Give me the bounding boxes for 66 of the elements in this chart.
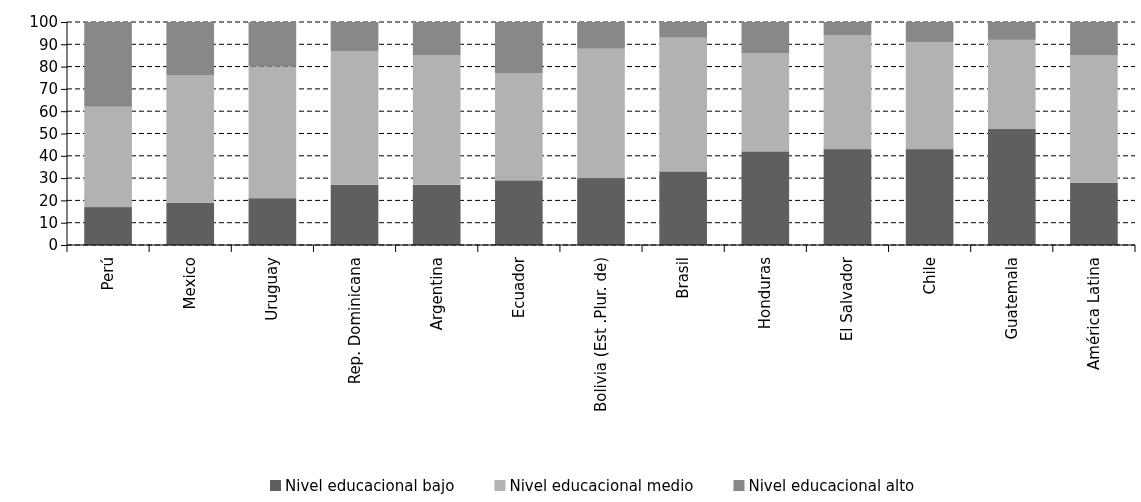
x-tick-label: Brasil [674,257,693,299]
bar [84,207,132,245]
bar [987,22,1036,40]
bar [659,171,707,245]
y-tick-label: 50 [38,124,58,143]
y-tick-label: 90 [38,35,58,54]
bar [905,22,954,43]
bar [987,129,1036,245]
bar [823,22,872,36]
y-tick-label: 60 [38,102,58,121]
x-tick-label: Uruguay [263,256,282,321]
bar [741,53,790,152]
x-tick-label: Bolivia (Est .Plur. de) [592,257,610,413]
bar [741,151,790,245]
bar [1070,22,1118,56]
bar [495,22,543,74]
y-tick-label: 100 [29,13,58,32]
bar [987,39,1036,130]
bar [84,22,132,107]
x-tick-label: El Salvador [838,256,857,342]
bar [1070,182,1118,245]
bar [248,66,297,199]
y-tick-label: 10 [38,214,58,232]
legend-label: Nivel educacional alto [748,477,915,495]
bar [248,198,297,245]
bar [823,149,872,245]
bar [495,73,543,181]
bar [412,22,461,56]
bar [577,48,625,179]
bar [905,42,954,150]
x-tick-label: América Latina [1084,257,1103,370]
x-tick-label: Argentina [427,257,446,331]
y-tick-label: 80 [38,57,58,76]
x-tick-label: Chile [920,257,939,295]
legend-label: Nivel educacional bajo [285,477,455,495]
bar [330,22,379,51]
bar [330,184,379,245]
bar [248,22,297,67]
y-tick-label: 0 [48,236,58,255]
bar [905,149,954,245]
x-tick-label: Guatemala [1002,257,1021,340]
bar [412,184,461,245]
bar [741,22,790,54]
bar [577,178,625,245]
bar [577,22,625,49]
y-tick-label: 20 [38,191,58,210]
bar [166,75,215,203]
bar [659,37,707,172]
bar [330,50,379,185]
x-tick-label: Mexico [181,257,200,310]
x-tick-label: Perú [99,257,118,291]
bar [659,22,707,38]
bar [166,202,215,245]
bar [495,180,543,245]
x-tick-label: Rep. Dominicana [345,257,364,385]
y-tick-label: 30 [38,169,58,188]
bar [412,55,461,185]
bar [1070,55,1118,183]
y-tick-label: 40 [38,147,58,166]
x-tick-label: Honduras [756,256,775,330]
bar [823,35,872,150]
bar [166,22,215,76]
x-tick-label: Ecuador [509,256,528,319]
legend-label: Nivel educacional medio [509,477,694,495]
y-tick-label: 70 [38,80,58,99]
bar [84,106,132,208]
